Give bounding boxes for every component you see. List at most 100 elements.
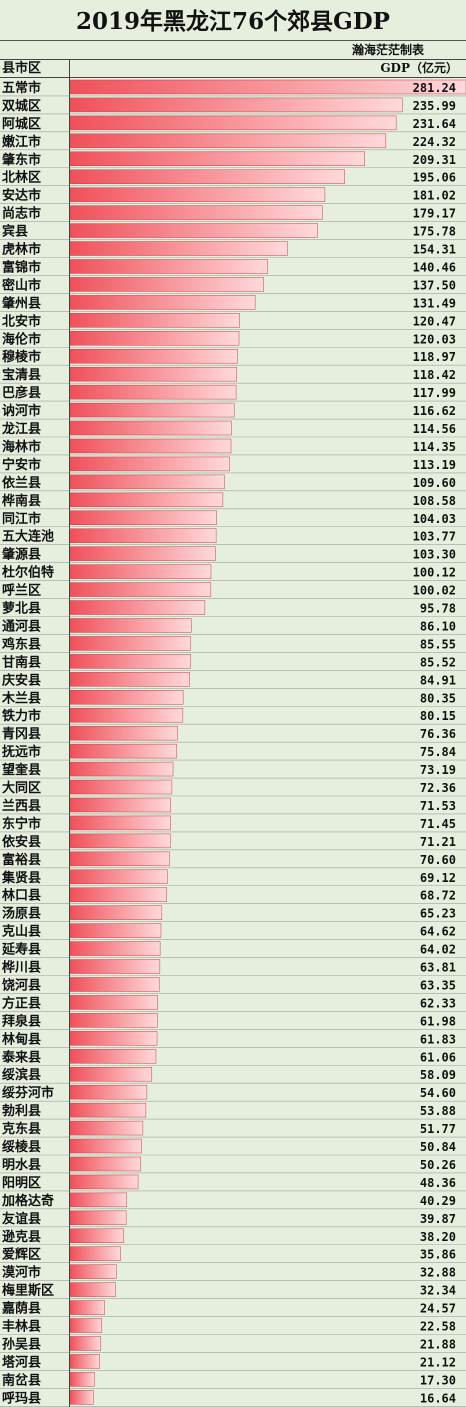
category-label: 阿城区 — [2, 116, 41, 132]
value-label: 100.12 — [413, 566, 456, 580]
bar-5 — [69, 151, 365, 167]
category-label: 五大连池 — [2, 529, 54, 545]
bar-56 — [69, 1067, 153, 1082]
value-label: 68.72 — [420, 889, 456, 903]
value-label: 63.35 — [420, 978, 456, 992]
bar-29 — [69, 582, 212, 597]
category-label: 克山县 — [2, 924, 41, 940]
value-label: 109.60 — [413, 476, 456, 490]
bar-18 — [69, 384, 237, 400]
bar-23 — [69, 474, 225, 490]
value-label: 195.06 — [413, 171, 456, 185]
value-label: 281.24 — [413, 81, 456, 95]
bar-33 — [69, 654, 191, 669]
bar-68 — [69, 1282, 116, 1297]
bar-6 — [69, 169, 345, 184]
category-label: 海林市 — [2, 439, 41, 455]
category-label: 讷河市 — [2, 403, 41, 419]
category-label: 桦南县 — [2, 493, 41, 509]
category-label: 通河县 — [2, 618, 41, 634]
bar-20 — [69, 420, 232, 436]
bar-71 — [69, 1336, 102, 1351]
value-label: 51.77 — [420, 1122, 456, 1136]
bar-60 — [69, 1138, 142, 1154]
value-label: 131.49 — [413, 296, 456, 310]
category-label: 巴彦县 — [2, 385, 41, 401]
category-label: 依安县 — [2, 834, 41, 850]
category-label: 集贤县 — [1, 870, 41, 886]
value-label: 117.99 — [413, 386, 456, 400]
bar-61 — [69, 1156, 142, 1172]
bar-19 — [69, 402, 235, 418]
table-frame — [0, 59, 466, 1407]
value-label: 120.47 — [413, 314, 456, 328]
category-label: 鸡东县 — [1, 636, 41, 652]
value-label: 235.99 — [413, 99, 456, 113]
category-label: 庆安县 — [1, 672, 41, 688]
category-label: 汤原县 — [2, 907, 41, 922]
category-label: 东宁市 — [2, 816, 41, 832]
value-label: 21.12 — [420, 1355, 456, 1369]
category-label: 大同区 — [2, 780, 41, 796]
bar-14 — [69, 313, 240, 328]
category-label: 木兰县 — [1, 690, 41, 706]
category-label: 逊克县 — [2, 1229, 41, 1245]
value-label: 63.81 — [420, 961, 456, 975]
category-label: 勃利县 — [2, 1103, 41, 1119]
bar-10 — [69, 241, 288, 256]
value-label: 64.02 — [420, 943, 456, 957]
bar-15 — [69, 331, 240, 346]
category-label: 拜泉县 — [2, 1013, 41, 1029]
bar-39 — [69, 761, 174, 777]
value-label: 103.30 — [413, 548, 456, 562]
value-label: 114.56 — [413, 422, 456, 436]
value-label: 53.88 — [420, 1104, 456, 1118]
value-label: 62.33 — [420, 996, 456, 1010]
category-label: 延寿县 — [1, 942, 41, 958]
chart-subtitle: 瀚海茫茫制表 — [351, 43, 424, 57]
category-label: 嘉荫县 — [1, 1301, 41, 1317]
value-label: 80.35 — [420, 691, 456, 705]
value-label: 72.36 — [420, 781, 456, 795]
bar-12 — [69, 277, 264, 292]
bar-52 — [69, 995, 159, 1010]
bar-9 — [69, 223, 318, 238]
category-label: 宁安市 — [2, 457, 41, 473]
category-label: 友谊县 — [2, 1211, 41, 1227]
category-label: 漠河市 — [2, 1265, 41, 1281]
category-label: 嫩江市 — [2, 134, 41, 150]
value-label: 116.62 — [413, 404, 456, 418]
value-label: 61.06 — [420, 1050, 456, 1064]
value-label: 76.36 — [420, 727, 456, 741]
value-label: 73.19 — [420, 763, 456, 777]
category-label: 富锦市 — [2, 259, 41, 275]
bar-1 — [69, 79, 466, 95]
category-label: 海伦市 — [2, 331, 41, 347]
value-label: 50.26 — [420, 1158, 456, 1172]
bar-26 — [69, 528, 217, 543]
value-label: 38.20 — [420, 1230, 456, 1244]
value-label: 181.02 — [413, 189, 456, 203]
category-label: 孙吴县 — [2, 1336, 41, 1352]
title-divider — [0, 40, 466, 41]
category-label: 阳明区 — [2, 1176, 41, 1191]
bar-31 — [69, 618, 192, 633]
bar-53 — [69, 1013, 158, 1028]
value-label: 71.21 — [420, 835, 456, 849]
bar-66 — [69, 1246, 121, 1261]
bar-64 — [69, 1210, 127, 1226]
category-label: 北安市 — [2, 313, 41, 329]
value-label: 231.64 — [413, 117, 456, 131]
value-label: 108.58 — [413, 494, 456, 508]
value-label: 65.23 — [420, 907, 456, 921]
value-label: 95.78 — [420, 602, 456, 616]
value-label: 61.83 — [420, 1032, 456, 1046]
category-label: 加格达奇 — [1, 1193, 54, 1209]
bar-16 — [69, 349, 238, 364]
value-label: 114.35 — [413, 440, 456, 454]
value-label: 103.77 — [413, 530, 456, 544]
value-label: 48.36 — [420, 1176, 456, 1190]
value-label: 179.17 — [413, 207, 456, 221]
bar-40 — [69, 779, 173, 795]
category-label: 穆棱市 — [2, 349, 41, 365]
